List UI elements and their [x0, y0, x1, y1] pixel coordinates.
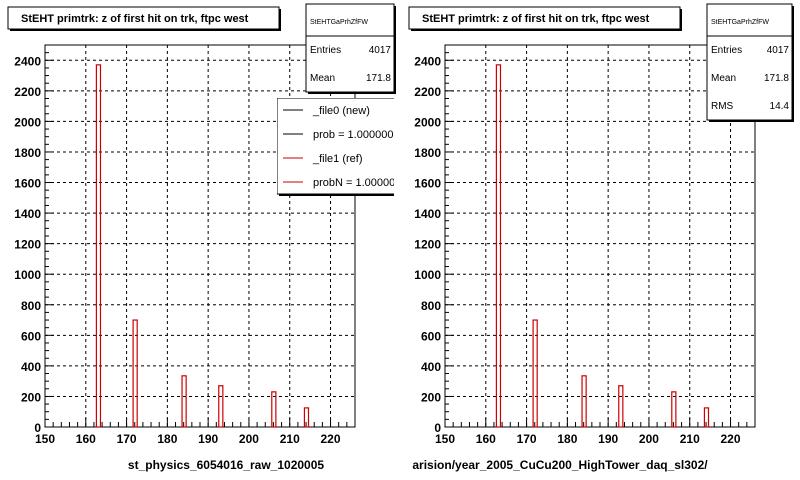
- chart-title: StEHT primtrk: z of first hit on trk, ft…: [21, 13, 249, 25]
- stats-label: Mean: [310, 73, 335, 84]
- x-tick-label: 170: [117, 432, 137, 446]
- histogram-panel-2: 150 160 170 180 190 200 210 2200200400600800100…: [408, 3, 794, 472]
- y-tick-label: 800: [421, 299, 441, 313]
- histogram-bar: [532, 319, 538, 428]
- y-tick-label: 1200: [414, 238, 441, 252]
- legend: _file0 (new) prob = 1.000000 _file1 (ref) p…: [277, 98, 401, 196]
- y-tick-label: 0: [34, 421, 41, 435]
- histogram-bar: [181, 375, 187, 428]
- x-tick-label: 210: [680, 432, 700, 446]
- stats-value: 171.8: [764, 73, 789, 84]
- y-tick-label: 2000: [414, 115, 441, 129]
- stats-label: Entries: [310, 45, 341, 56]
- legend-entry: _file1 (ref): [312, 153, 363, 165]
- x-tick-label: 190: [598, 432, 618, 446]
- histogram-bar: [218, 385, 224, 428]
- stats-name: StEHTGaPrhZfFW: [711, 19, 769, 26]
- x-tick-label: 220: [721, 432, 741, 446]
- histogram-bar: [703, 407, 710, 428]
- y-tick-label: 1000: [414, 268, 441, 282]
- histogram-bar: [618, 385, 624, 428]
- title-box: [7, 6, 280, 30]
- y-tick-label: 1000: [14, 268, 41, 282]
- x-tick-label: 180: [157, 432, 177, 446]
- x-tick-label: 160: [476, 432, 496, 446]
- stats-value: 14.4: [770, 101, 790, 112]
- stats-box: [706, 3, 793, 121]
- x-tick-label: 190: [198, 432, 218, 446]
- stats-value: 171.8: [366, 73, 391, 84]
- y-tick-label: 2000: [14, 115, 41, 129]
- y-tick-label: 1600: [414, 177, 441, 191]
- x-tick-label: 180: [557, 432, 577, 446]
- histogram-panel-1: 150 160 170 180 190 200 210 2200200400600800100…: [7, 3, 401, 472]
- x-tick-label: 210: [280, 432, 300, 446]
- chart-title: StEHT primtrk: z of first hit on trk, ft…: [422, 13, 650, 25]
- x-tick-label: 200: [239, 432, 259, 446]
- histogram-bar: [132, 319, 138, 428]
- y-tick-label: 2200: [14, 85, 41, 99]
- histogram-bar: [271, 391, 277, 428]
- x-tick-label: 150: [435, 432, 455, 446]
- y-tick-label: 400: [21, 360, 41, 374]
- legend-entry: _file0 (new): [312, 105, 370, 117]
- stats-name: StEHTGaPrhZfFW: [310, 19, 368, 26]
- legend-box: [277, 98, 394, 195]
- y-tick-label: 1600: [14, 177, 41, 191]
- legend-entry: prob = 1.000000: [313, 129, 393, 141]
- y-tick-label: 600: [421, 329, 441, 343]
- y-tick-label: 0: [434, 421, 441, 435]
- stats-value: 4017: [369, 45, 392, 56]
- histogram-bar: [495, 64, 502, 428]
- histogram-bar: [303, 407, 310, 428]
- y-tick-label: 800: [21, 299, 41, 313]
- stats-box: [305, 3, 395, 93]
- x-tick-label: 170: [517, 432, 537, 446]
- stats-label: RMS: [711, 101, 734, 112]
- y-tick-label: 600: [21, 329, 41, 343]
- histogram-bar: [95, 64, 102, 428]
- stats-label: Mean: [711, 73, 736, 84]
- y-tick-label: 1400: [414, 207, 441, 221]
- x-tick-label: 160: [76, 432, 96, 446]
- stats-label: Entries: [711, 45, 742, 56]
- histogram-bar: [581, 375, 587, 428]
- y-tick-label: 400: [421, 360, 441, 374]
- title-box: [408, 6, 681, 30]
- histogram-bar: [671, 391, 677, 428]
- x-tick-label: 220: [321, 432, 341, 446]
- y-tick-label: 1200: [14, 238, 41, 252]
- x-axis-label: arision/year_2005_CuCu200_HighTower_daq_…: [412, 458, 708, 472]
- stats-value: 4017: [767, 45, 790, 56]
- y-tick-label: 1400: [14, 207, 41, 221]
- x-tick-label: 200: [639, 432, 659, 446]
- y-tick-label: 2400: [414, 54, 441, 68]
- x-axis-label: st_physics_6054016_raw_1020005: [128, 458, 324, 472]
- x-tick-label: 150: [35, 432, 55, 446]
- legend-entry: probN = 1.000000: [313, 177, 401, 189]
- y-tick-label: 1800: [14, 146, 41, 160]
- y-tick-label: 2400: [14, 54, 41, 68]
- y-tick-label: 1800: [414, 146, 441, 160]
- y-tick-label: 200: [21, 390, 41, 404]
- y-tick-label: 200: [421, 390, 441, 404]
- y-tick-label: 2200: [414, 85, 441, 99]
